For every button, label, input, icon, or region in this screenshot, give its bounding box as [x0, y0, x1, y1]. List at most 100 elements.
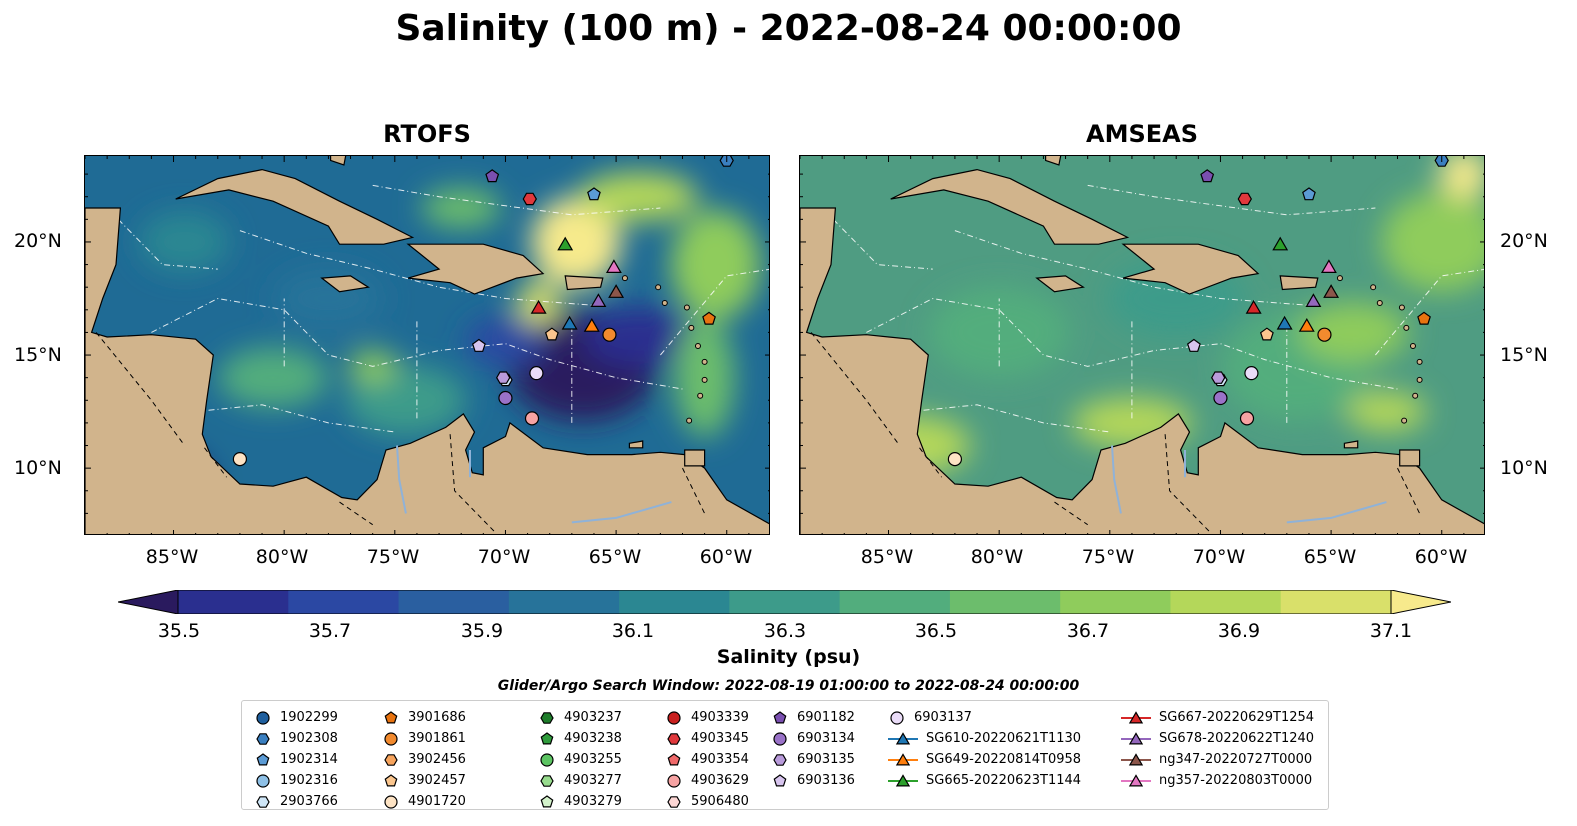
colorbar-segment — [839, 590, 951, 614]
legend-label: 4903237 — [564, 710, 622, 725]
legend-title: Glider/Argo Search Window: 2022-08-19 01… — [497, 678, 1080, 694]
marker-6903137 — [529, 366, 544, 381]
legend-label: 4903629 — [691, 773, 749, 788]
eez-boundaries — [85, 184, 769, 469]
legend-swatch-circle — [773, 731, 787, 746]
legend-marker — [773, 773, 787, 786]
rivers — [1111, 445, 1387, 524]
marker-4903345 — [522, 192, 537, 206]
legend-item: 1902316 — [254, 770, 338, 791]
colorbar-label: Salinity (psu) — [716, 646, 861, 668]
legend-column: 6903137 SG610-20220621T1130 SG649-20220814… — [888, 707, 1081, 791]
marker-SG667-20220629T1254 — [1245, 299, 1262, 314]
legend-column: 1902299 1902308 1902314 1902316 2903766 — [254, 707, 338, 812]
colorbar-tick: 36.9 — [1217, 620, 1261, 642]
legend-item: ng347-20220727T0000 — [1121, 749, 1314, 770]
marker-1902314 — [1302, 187, 1316, 201]
legend-item: ng357-20220803T0000 — [1121, 770, 1314, 791]
legend-label: SG610-20220621T1130 — [926, 731, 1082, 746]
marker-ng347-20220727T0000 — [608, 284, 625, 298]
legend-label: 3901686 — [408, 710, 466, 725]
lon-label-80w-rtofs: 80°W — [255, 546, 309, 568]
legend-label: ng357-20220803T0000 — [1159, 773, 1313, 788]
rtofs-map-canvas — [85, 156, 769, 534]
legend-marker — [667, 732, 681, 745]
marker-SG665-20220623T1144 — [1272, 236, 1289, 251]
marker-6903135 — [1211, 371, 1226, 384]
marker-6903136 — [471, 338, 486, 352]
lon-label-70w-rtofs: 70°W — [477, 546, 531, 568]
legend-item: 5906480 — [665, 791, 749, 812]
legend-swatch-pentagon — [773, 773, 787, 786]
marker-4903629 — [1239, 411, 1255, 426]
legend-label: 4903339 — [691, 710, 749, 725]
legend-swatch-hexagon — [540, 711, 554, 724]
legend-label: 1902314 — [280, 752, 338, 767]
legend-marker — [773, 710, 787, 723]
legend-marker — [540, 774, 554, 787]
legend-label: SG667-20220629T1254 — [1159, 710, 1315, 725]
colorbar-segment — [508, 590, 620, 614]
marker-3901861 — [602, 327, 617, 342]
legend-item: 1902299 — [254, 707, 338, 728]
legend-item: 3902457 — [382, 770, 466, 791]
legend-label: 4903277 — [564, 773, 622, 788]
legend-swatch-circle — [540, 752, 554, 767]
legend-label: SG649-20220814T0958 — [926, 752, 1082, 767]
marker-3902457 — [544, 327, 559, 341]
legend-column: 3901686 3901861 3902456 3902457 4901720 — [382, 707, 466, 812]
legend-item: 6903137 — [888, 707, 1081, 728]
legend-swatch-hexagon — [256, 732, 270, 745]
lon-label-75w-amseas: 75°W — [1081, 546, 1135, 568]
amseas-map-canvas — [800, 156, 1484, 534]
marker-ng357-20220803T0000 — [1320, 259, 1337, 274]
lat-label-10n-left: 10°N — [14, 457, 62, 479]
legend-marker — [256, 732, 270, 745]
legend-swatch-hexagon — [773, 753, 787, 766]
legend-swatch-hexagon — [384, 753, 398, 766]
legend-item: 4903277 — [538, 770, 622, 791]
legend-marker — [667, 710, 681, 725]
legend-label: 1902299 — [280, 710, 338, 725]
colorbar-tick: 36.1 — [611, 620, 655, 642]
lon-label-85w-amseas: 85°W — [860, 546, 914, 568]
panel-title-rtofs: RTOFS — [383, 120, 471, 148]
legend-column: 4903339 4903345 4903354 4903629 5906480 — [665, 707, 749, 812]
legend-item: 4903354 — [665, 749, 749, 770]
legend-marker — [1128, 731, 1144, 744]
legend-item: 6903135 — [771, 749, 855, 770]
legend-swatch-circle — [890, 710, 904, 725]
land — [85, 156, 769, 534]
marker-1902314 — [587, 187, 601, 201]
legend-marker — [256, 752, 270, 765]
legend-swatch-triangle-line — [888, 731, 918, 744]
legend-label: 4901720 — [408, 794, 466, 809]
legend-marker — [895, 752, 911, 765]
marker-6903136 — [1186, 338, 1201, 352]
legend-marker — [890, 710, 904, 725]
legend-label: 6903134 — [797, 731, 855, 746]
marker-4901720 — [947, 451, 963, 467]
legend-label: 6903137 — [914, 710, 972, 725]
legend-marker — [1128, 752, 1144, 765]
legend-swatch-pentagon — [256, 752, 270, 765]
marker-4903345 — [1237, 192, 1252, 206]
legend-marker — [256, 773, 270, 788]
lon-label-60w-rtofs: 60°W — [699, 546, 753, 568]
legend-swatch-triangle-line — [1121, 773, 1151, 786]
legend-swatch-circle — [256, 710, 270, 725]
colorbar-segment — [619, 590, 730, 614]
colorbar-segment — [1170, 590, 1282, 614]
marker-SG665-20220623T1144 — [557, 236, 574, 251]
legend-marker — [540, 731, 554, 744]
legend-marker — [895, 773, 911, 786]
legend-swatch-circle — [667, 773, 681, 788]
legend-swatch-circle — [667, 710, 681, 725]
lon-label-65w-amseas: 65°W — [1303, 546, 1357, 568]
marker-SG678-20220622T1240 — [590, 293, 607, 307]
legend-item: 2903766 — [254, 791, 338, 812]
legend-swatch-circle — [256, 773, 270, 788]
figure-title: Salinity (100 m) - 2022-08-24 00:00:00 — [395, 8, 1182, 49]
legend-swatch-triangle-line — [888, 752, 918, 765]
colorbar-tick: 35.5 — [157, 620, 201, 642]
